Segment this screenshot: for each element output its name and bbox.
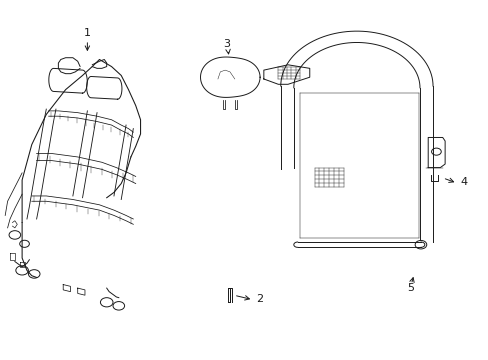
- Text: 1: 1: [84, 28, 91, 39]
- Text: 3: 3: [223, 39, 230, 49]
- Text: 5: 5: [406, 283, 413, 293]
- Text: 4: 4: [459, 177, 467, 187]
- Text: 2: 2: [256, 294, 263, 304]
